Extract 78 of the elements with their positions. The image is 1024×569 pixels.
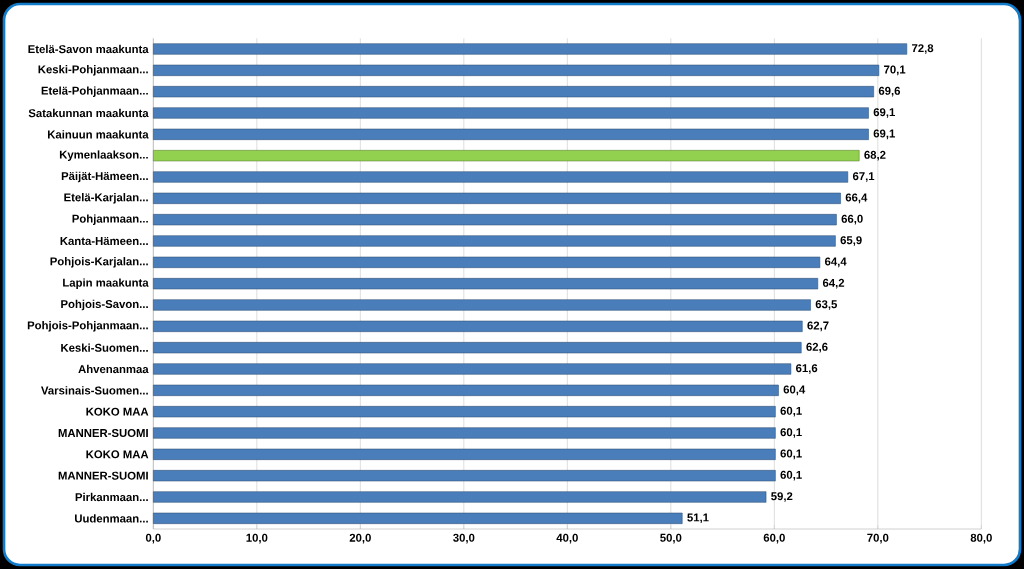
data-label: 66,4 [845, 193, 868, 204]
x-tick-label: 50,0 [660, 533, 682, 544]
data-label: 69,1 [873, 108, 895, 118]
bar [153, 363, 792, 375]
bar [153, 64, 880, 76]
y-tick-label: Keski-Suomen... [61, 343, 148, 352]
bar [153, 278, 819, 290]
data-label: 64,2 [822, 278, 845, 289]
y-tick-label: Pohjois-Karjalan... [50, 257, 148, 268]
data-label: 61,6 [796, 364, 818, 374]
y-tick-label: Uudenmaan... [75, 514, 148, 523]
x-tick-label: 0,0 [145, 533, 161, 544]
bar [153, 406, 776, 418]
bar [153, 214, 837, 226]
data-label: 72,8 [912, 44, 934, 54]
bar [153, 384, 779, 396]
y-tick-label: Pohjanmaan... [72, 214, 148, 225]
bar [153, 320, 803, 332]
bar [153, 150, 860, 162]
y-tick-label: MANNER-SUOMI [58, 471, 148, 480]
y-tick-label: Kainuun maakunta [47, 130, 149, 139]
y-tick-label: Kymenlaakson... [59, 150, 148, 161]
x-tick-label: 40,0 [556, 533, 578, 544]
y-tick-label: Ahvenanmaa [78, 364, 149, 374]
x-tick-label: 60,0 [763, 533, 785, 544]
data-label: 62,7 [807, 321, 829, 332]
data-label: 70,1 [884, 65, 906, 76]
x-tick-label: 10,0 [246, 533, 268, 544]
bar [153, 86, 874, 98]
y-tick-label: Pohjois-Pohjanmaan... [27, 321, 148, 332]
data-label: 69,1 [873, 129, 895, 140]
y-tick-label: MANNER-SUOMI [58, 429, 148, 438]
data-label: 59,2 [771, 492, 793, 502]
data-label: 69,6 [878, 86, 901, 97]
bar [153, 342, 802, 354]
data-label: 66,0 [841, 214, 863, 225]
data-label: 65,9 [840, 236, 862, 246]
bar [153, 171, 849, 183]
data-label: 60,1 [780, 449, 802, 460]
y-tick-label: Kanta-Hämeen... [60, 237, 148, 245]
bar [153, 512, 683, 524]
y-tick-label: Keski-Pohjanmaan... [38, 65, 148, 76]
bar [153, 491, 767, 503]
bar [153, 107, 869, 119]
bar [153, 235, 836, 247]
bar [153, 470, 776, 482]
data-label: 60,1 [780, 406, 802, 417]
data-label: 60,1 [780, 428, 802, 438]
x-tick-label: 20,0 [349, 533, 371, 544]
x-tick-label: 70,0 [867, 533, 889, 544]
y-tick-label: Etelä-Karjalan... [64, 193, 148, 204]
y-tick-label: Lapin maakunta [63, 278, 149, 289]
y-tick-label: Satakunnan maakunta [28, 108, 149, 118]
data-label: 63,5 [815, 300, 837, 310]
data-label: 68,2 [864, 150, 886, 161]
x-tick-label: 30,0 [453, 533, 475, 544]
data-label: 64,4 [825, 257, 847, 268]
bar [153, 43, 908, 55]
y-tick-label: Etelä-Savon maakunta [28, 44, 149, 54]
bar [153, 427, 776, 439]
data-label: 60,4 [783, 385, 806, 396]
y-tick-label: Etelä-Pohjanmaan... [41, 86, 148, 97]
y-tick-label: Pirkanmaan... [75, 492, 148, 502]
bar [153, 128, 869, 140]
data-label: 67,1 [852, 172, 875, 182]
y-tick-label: KOKO MAA [86, 450, 149, 459]
y-tick-label: KOKO MAA [86, 407, 149, 416]
y-tick-label: Pohjois-Savon... [61, 299, 148, 311]
bar [153, 448, 776, 460]
data-label: 60,1 [780, 470, 802, 481]
y-tick-label: Päijät-Hämeen... [61, 171, 148, 183]
bar [153, 256, 821, 268]
y-tick-label: Varsinais-Suomen... [41, 386, 148, 395]
x-tick-label: 80,0 [970, 533, 992, 544]
bar [153, 192, 841, 204]
data-label: 62,6 [806, 342, 828, 353]
bar [153, 299, 811, 311]
data-label: 51,1 [687, 513, 709, 524]
